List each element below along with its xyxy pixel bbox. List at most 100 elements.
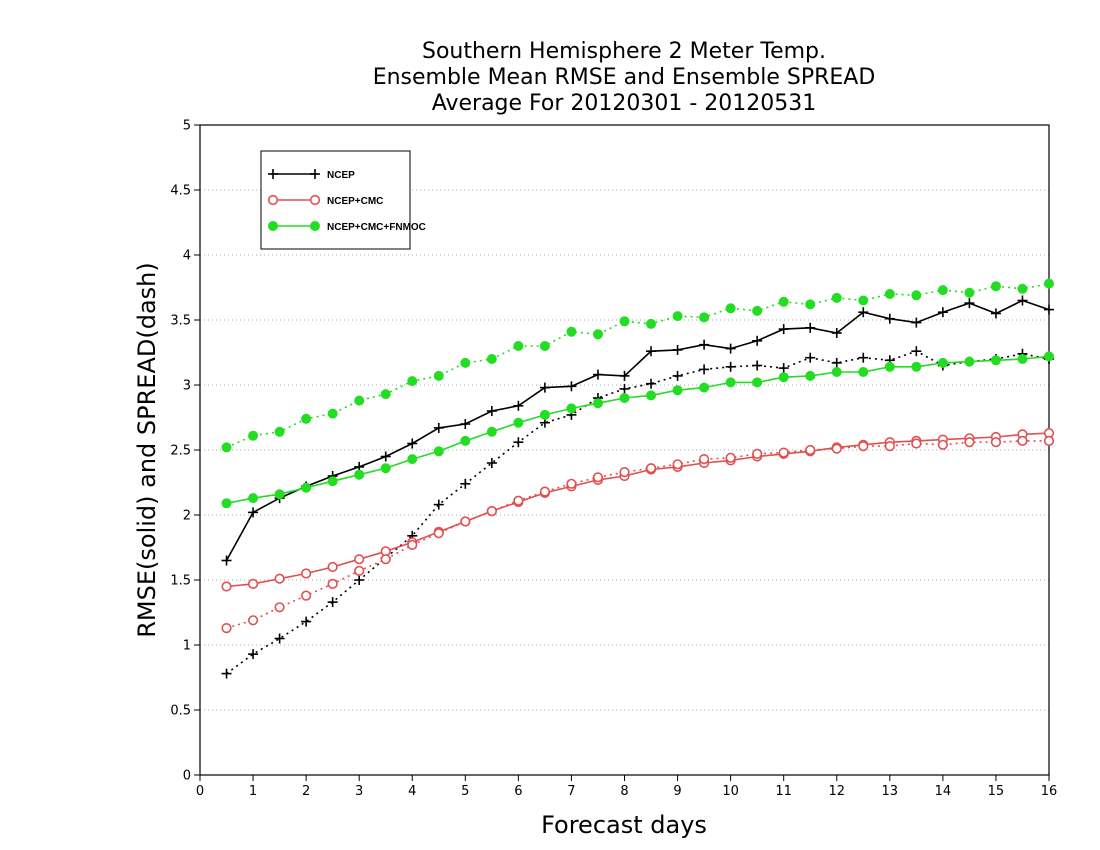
point-ncep-rmse-19: [725, 343, 736, 354]
point-ncep-spread-19: [725, 361, 736, 372]
point-ncep-rmse-16: [646, 346, 657, 357]
point-ncep-cmc-fnmoc-spread-15: [619, 316, 630, 327]
chart-title-line-1: Southern Hemisphere 2 Meter Temp.: [422, 39, 826, 64]
x-tick-label-0: 0: [196, 784, 204, 799]
point-ncep-cmc-rmse-2: [274, 573, 285, 584]
point-ncep-cmc-fnmoc-spread-24: [858, 295, 869, 306]
point-ncep-cmc-fnmoc-rmse-7: [407, 454, 418, 465]
x-tick-label-11: 11: [775, 784, 792, 799]
point-ncep-spread-4: [327, 597, 338, 608]
point-ncep-cmc-fnmoc-spread-9: [460, 357, 471, 368]
axes: 00.511.522.533.544.550 1 2 3 4 5 6 7 8 9 10 11 12 13 1…: [170, 119, 1057, 800]
point-ncep-spread-23: [831, 357, 842, 368]
point-ncep-cmc-spread-26: [911, 438, 922, 449]
point-ncep-cmc-fnmoc-spread-1: [248, 430, 259, 441]
point-ncep-cmc-spread-13: [566, 478, 577, 489]
point-ncep-spread-18: [699, 364, 710, 375]
point-ncep-cmc-spread-19: [725, 452, 736, 463]
point-ncep-cmc-spread-9: [460, 516, 471, 527]
chart-title: Southern Hemisphere 2 Meter Temp. Ensemb…: [373, 39, 876, 116]
point-ncep-cmc-fnmoc-rmse-24: [858, 367, 869, 377]
y-tick-label-8: 4: [183, 249, 191, 264]
point-ncep-rmse-26: [911, 317, 922, 328]
legend-marker-right-ncep-cmc-fnmoc: [310, 221, 320, 231]
x-axis-label: Forecast days: [541, 811, 707, 839]
legend-marker-left-ncep-cmc: [267, 194, 279, 206]
line-ncep-spread: [226, 350, 1050, 675]
point-ncep-cmc-fnmoc-rmse-27: [937, 357, 948, 368]
point-ncep-cmc-fnmoc-spread-14: [592, 329, 603, 340]
y-tick-label-10: 5: [183, 119, 191, 134]
point-ncep-cmc-spread-8: [433, 528, 444, 539]
point-ncep-cmc-fnmoc-rmse-16: [646, 390, 657, 401]
point-ncep-cmc-spread-16: [645, 463, 657, 474]
legend-marker-right-ncep: [310, 169, 320, 179]
point-ncep-cmc-spread-27: [937, 439, 948, 450]
point-ncep-cmc-fnmoc-rmse-26: [911, 361, 922, 372]
y-tick-label-4: 2: [183, 509, 191, 524]
legend-label-ncep: NCEP: [327, 170, 355, 181]
point-ncep-cmc-spread-6: [380, 554, 391, 565]
point-ncep-rmse-7: [407, 438, 418, 449]
point-ncep-cmc-fnmoc-spread-18: [699, 312, 710, 323]
x-tick-label-15: 15: [988, 784, 1005, 799]
point-ncep-rmse-6: [380, 451, 391, 462]
x-tick-label-9: 9: [673, 784, 681, 799]
point-ncep-cmc-spread-20: [752, 448, 763, 460]
legend-item-ncep-cmc-fnmoc: NCEP+CMC+FNMOC: [268, 221, 426, 233]
point-ncep-rmse-9: [460, 419, 471, 429]
point-ncep-cmc-fnmoc-rmse-6: [380, 463, 391, 474]
point-ncep-cmc-fnmoc-rmse-4: [327, 476, 338, 487]
chart-title-line-2: Ensemble Mean RMSE and Ensemble SPREAD: [373, 65, 876, 90]
y-tick-label-3: 1.5: [170, 574, 191, 589]
series-ncep-cmc-fnmoc: [221, 278, 1054, 509]
point-ncep-spread-26: [911, 346, 922, 357]
point-ncep-cmc-spread-4: [327, 578, 338, 590]
point-ncep-rmse-29: [990, 308, 1001, 319]
x-tick-label-4: 4: [408, 784, 416, 799]
point-ncep-cmc-fnmoc-rmse-29: [990, 355, 1001, 366]
point-ncep-rmse-12: [539, 382, 550, 393]
point-ncep-cmc-fnmoc-rmse-30: [1017, 354, 1028, 364]
point-ncep-cmc-fnmoc-spread-25: [884, 289, 895, 299]
x-tick-label-2: 2: [302, 784, 310, 799]
point-ncep-rmse-24: [858, 307, 869, 318]
point-ncep-cmc-spread-18: [698, 454, 710, 465]
point-ncep-cmc-fnmoc-spread-17: [672, 311, 683, 322]
line-ncep-rmse: [225, 299, 1050, 561]
point-ncep-cmc-spread-28: [964, 437, 975, 448]
point-ncep-cmc-fnmoc-rmse-23: [831, 367, 842, 377]
line-ncep-cmc-fnmoc-rmse: [226, 355, 1050, 505]
point-ncep-cmc-spread-12: [539, 486, 551, 497]
point-ncep-cmc-spread-15: [619, 467, 630, 478]
point-ncep-cmc-spread-30: [1017, 435, 1028, 447]
legend-marker-left-ncep-cmc-fnmoc: [268, 221, 278, 231]
point-ncep-cmc-fnmoc-rmse-25: [884, 361, 895, 372]
point-ncep-cmc-fnmoc-spread-21: [778, 296, 789, 307]
grid-lines: [200, 189, 1049, 711]
point-ncep-cmc-spread-1: [247, 615, 259, 626]
y-tick-label-0: 0: [183, 769, 191, 784]
point-ncep-cmc-fnmoc-spread-26: [911, 290, 922, 301]
point-ncep-cmc-fnmoc-spread-11: [513, 341, 524, 351]
point-ncep-cmc-fnmoc-rmse-15: [619, 393, 630, 403]
point-ncep-cmc-fnmoc-spread-5: [354, 395, 365, 406]
point-ncep-cmc-fnmoc-spread-3: [301, 413, 312, 424]
point-ncep-cmc-fnmoc-rmse-9: [460, 435, 471, 446]
point-ncep-cmc-spread-5: [354, 565, 365, 577]
point-ncep-cmc-fnmoc-rmse-2: [274, 489, 285, 500]
point-ncep-cmc-fnmoc-spread-7: [407, 376, 418, 387]
point-ncep-rmse-28: [964, 298, 975, 309]
point-ncep-spread-10: [486, 458, 497, 468]
point-ncep-cmc-spread-14: [592, 472, 604, 483]
y-tick-label-2: 1: [183, 639, 191, 654]
point-ncep-cmc-fnmoc-spread-6: [380, 389, 391, 400]
legend: NCEP NCEP+CMC NCEP+CMC+FNMOC: [260, 150, 426, 250]
point-ncep-rmse-23: [831, 328, 842, 338]
point-ncep-spread-9: [460, 478, 471, 489]
point-ncep-cmc-rmse-3: [301, 568, 312, 579]
legend-marker-right-ncep-cmc: [309, 194, 321, 206]
point-ncep-spread-8: [433, 499, 444, 510]
point-ncep-cmc-spread-29: [990, 437, 1002, 448]
point-ncep-cmc-rmse-1: [247, 578, 259, 590]
